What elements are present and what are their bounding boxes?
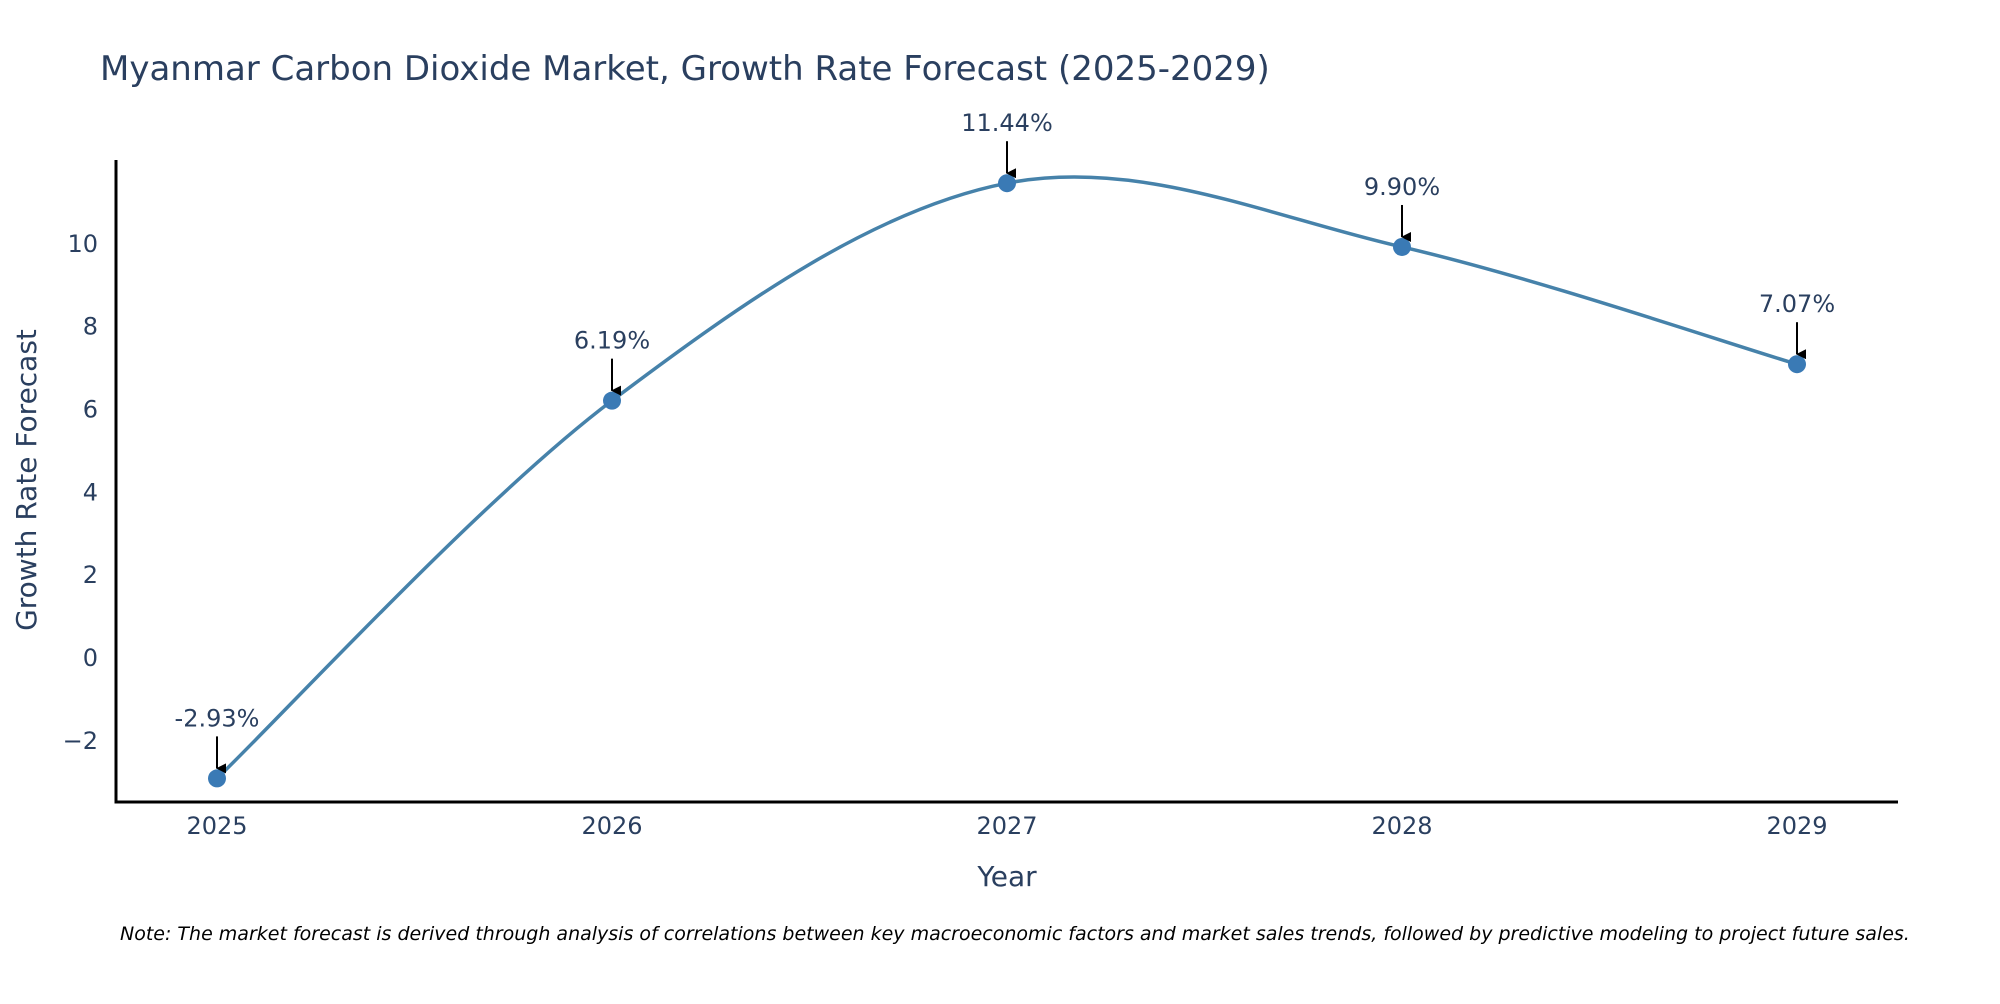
y-tick-label: 6: [83, 396, 98, 424]
y-tick-label: 8: [83, 313, 98, 341]
x-tick-label: 2028: [1371, 812, 1432, 840]
x-tick-label: 2029: [1766, 812, 1827, 840]
x-axis-title: Year: [976, 860, 1037, 893]
data-point: [1393, 237, 1411, 256]
data-point: [603, 391, 621, 410]
data-points: [208, 174, 1806, 788]
data-label: 6.19%: [574, 327, 650, 355]
chart-note: Note: The market forecast is derived thr…: [120, 923, 1910, 945]
data-label: 7.07%: [1759, 290, 1835, 318]
y-tick-label: 4: [83, 478, 98, 506]
y-axis-ticks: −2 0 2 4 6 8 10: [63, 230, 98, 755]
data-point: [208, 769, 226, 788]
data-label: 9.90%: [1364, 173, 1440, 201]
data-label: -2.93%: [175, 704, 260, 732]
series-line: [215, 175, 1798, 780]
data-point: [1788, 355, 1806, 374]
y-tick-label: 0: [83, 644, 98, 672]
x-tick-label: 2026: [581, 812, 642, 840]
data-point: [998, 174, 1016, 193]
y-tick-label: 10: [67, 230, 98, 258]
x-tick-label: 2025: [186, 812, 247, 840]
chart-title: Myanmar Carbon Dioxide Market, Growth Ra…: [100, 49, 1270, 89]
y-axis-title: Growth Rate Forecast: [10, 329, 43, 631]
y-tick-label: −2: [63, 727, 98, 755]
x-axis-ticks: 2025 2026 2027 2028 2029: [186, 812, 1827, 840]
y-tick-label: 2: [83, 561, 98, 589]
data-label-annotations: -2.93% 6.19% 11.44% 9.90% 7.07%: [175, 109, 1835, 774]
x-tick-label: 2027: [976, 812, 1037, 840]
data-label: 11.44%: [961, 109, 1053, 137]
